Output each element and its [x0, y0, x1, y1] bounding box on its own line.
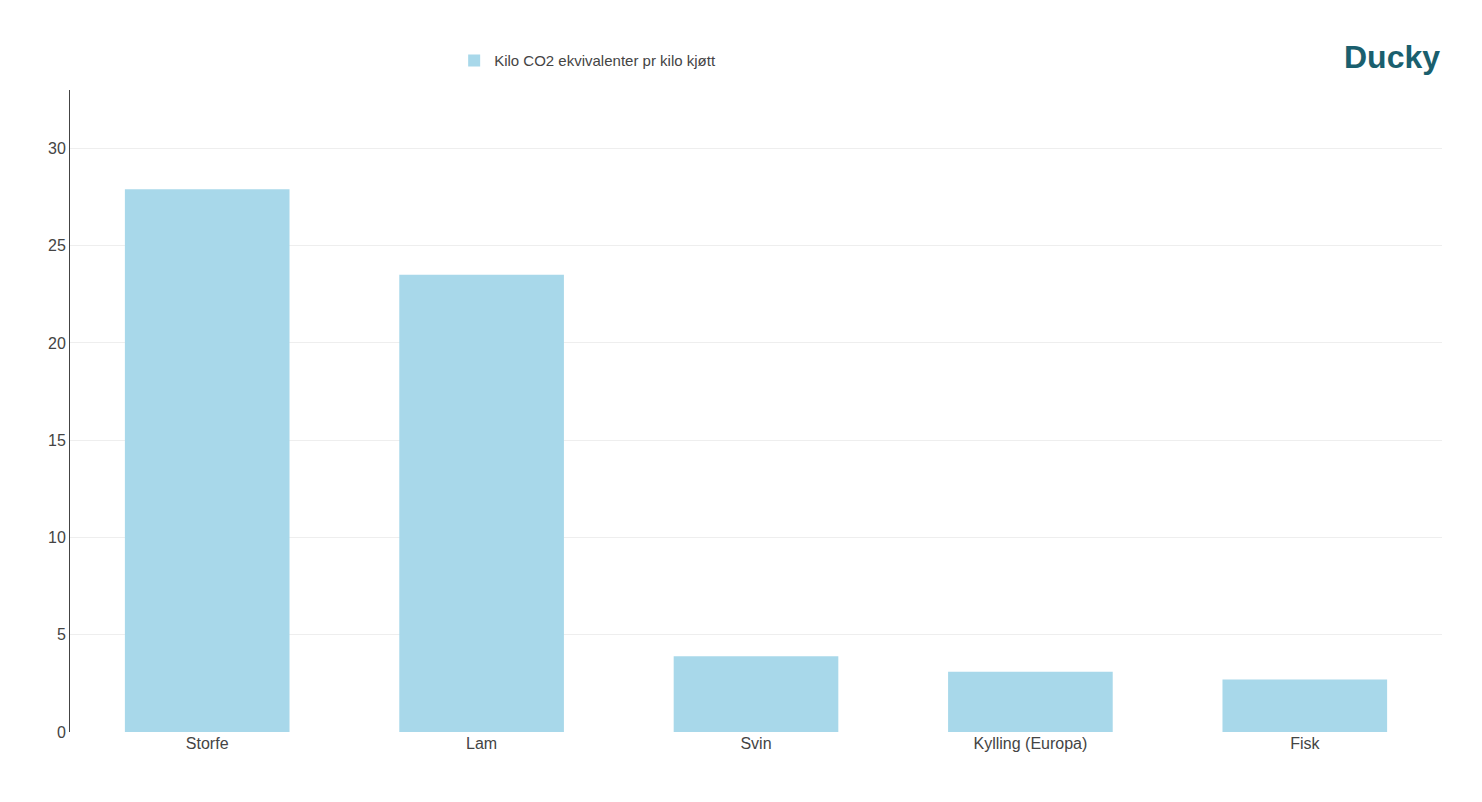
svg-text:5: 5 [57, 626, 66, 643]
svg-text:Ducky: Ducky [1344, 39, 1440, 75]
svg-text:Kilo CO2 ekvivalenter pr kilo: Kilo CO2 ekvivalenter pr kilo kjøtt [494, 52, 716, 69]
svg-text:30: 30 [48, 140, 66, 157]
svg-text:0: 0 [57, 724, 66, 741]
svg-text:Fisk: Fisk [1290, 735, 1320, 752]
svg-text:Svin: Svin [740, 735, 771, 752]
svg-text:Lam: Lam [466, 735, 497, 752]
svg-text:Kylling (Europa): Kylling (Europa) [973, 735, 1087, 752]
svg-text:15: 15 [48, 432, 66, 449]
svg-text:10: 10 [48, 529, 66, 546]
svg-text:20: 20 [48, 335, 66, 352]
svg-text:Storfe: Storfe [186, 735, 229, 752]
svg-text:25: 25 [48, 237, 66, 254]
